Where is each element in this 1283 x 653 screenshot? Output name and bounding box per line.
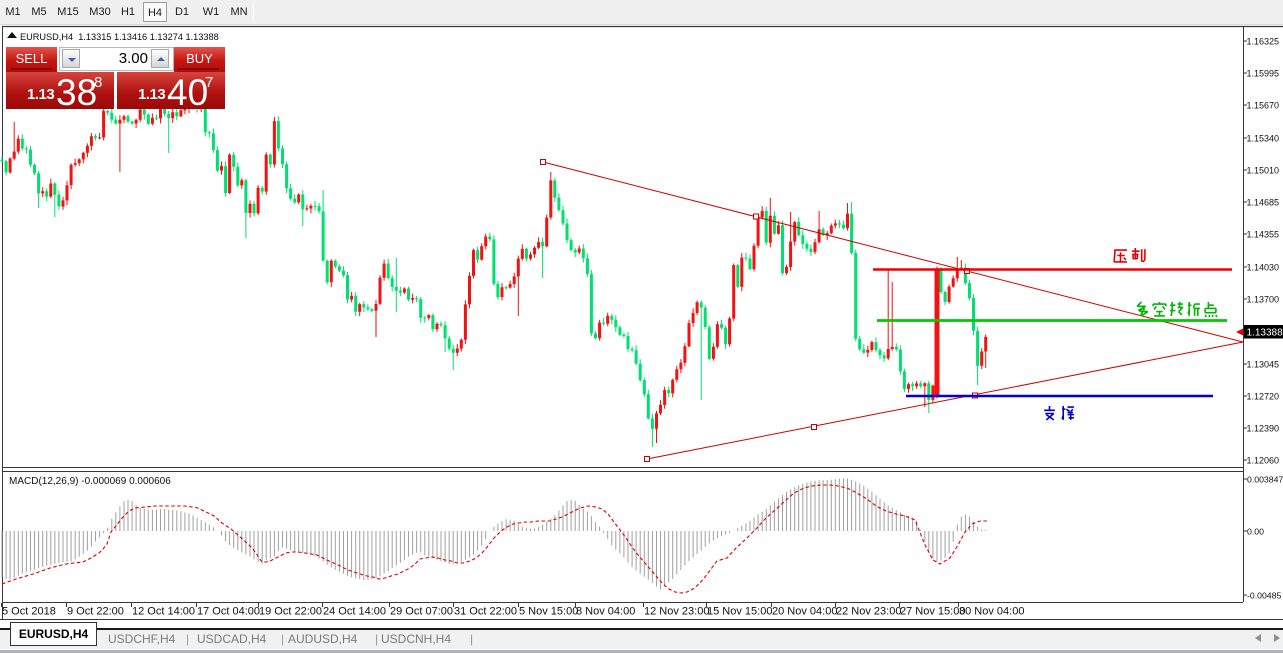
svg-text:22 Nov 23:00: 22 Nov 23:00	[836, 606, 901, 618]
svg-text:5 Nov 15:00: 5 Nov 15:00	[519, 606, 578, 618]
svg-text:19 Oct 22:00: 19 Oct 22:00	[259, 606, 322, 618]
svg-text:-0.00485: -0.00485	[1247, 591, 1281, 601]
svg-text:1.15995: 1.15995	[1247, 69, 1280, 79]
svg-text:8 Nov 04:00: 8 Nov 04:00	[576, 606, 635, 618]
svg-text:1.14355: 1.14355	[1247, 230, 1280, 240]
svg-text:1.12390: 1.12390	[1247, 424, 1280, 434]
svg-text:1.12060: 1.12060	[1247, 456, 1280, 466]
svg-text:1.13388: 1.13388	[1247, 328, 1283, 339]
svg-text:1.15010: 1.15010	[1247, 166, 1280, 176]
svg-text:5 Oct 2018: 5 Oct 2018	[2, 606, 56, 618]
svg-text:1.12720: 1.12720	[1247, 392, 1280, 402]
svg-text:1.16325: 1.16325	[1247, 37, 1280, 47]
svg-text:27 Nov 15:00: 27 Nov 15:00	[900, 606, 965, 618]
svg-text:1.15670: 1.15670	[1247, 101, 1280, 111]
svg-text:1.13045: 1.13045	[1247, 360, 1280, 370]
svg-text:0.00: 0.00	[1247, 527, 1264, 537]
svg-text:29 Oct 07:00: 29 Oct 07:00	[390, 606, 453, 618]
svg-text:17 Oct 04:00: 17 Oct 04:00	[197, 606, 260, 618]
svg-text:1.13700: 1.13700	[1247, 295, 1280, 305]
svg-text:31 Oct 22:00: 31 Oct 22:00	[454, 606, 517, 618]
svg-text:MACD(12,26,9) -0.000069 0.0006: MACD(12,26,9) -0.000069 0.000606	[9, 476, 171, 487]
svg-text:9 Oct 22:00: 9 Oct 22:00	[67, 606, 124, 618]
svg-text:EURUSD,H4 1.13315 1.13416 1.1: EURUSD,H4 1.13315 1.13416 1.13274 1.1338…	[20, 32, 219, 42]
svg-text:1.14685: 1.14685	[1247, 198, 1280, 208]
svg-text:12 Nov 23:00: 12 Nov 23:00	[644, 606, 709, 618]
svg-text:30 Nov 04:00: 30 Nov 04:00	[959, 606, 1024, 618]
svg-text:1.14030: 1.14030	[1247, 263, 1280, 273]
svg-text:1.15340: 1.15340	[1247, 134, 1280, 144]
svg-text:15 Nov 15:00: 15 Nov 15:00	[707, 606, 772, 618]
svg-text:24 Oct 14:00: 24 Oct 14:00	[323, 606, 386, 618]
svg-text:20 Nov 04:00: 20 Nov 04:00	[772, 606, 837, 618]
svg-text:12 Oct 14:00: 12 Oct 14:00	[132, 606, 195, 618]
svg-text:0.003847: 0.003847	[1247, 475, 1283, 485]
